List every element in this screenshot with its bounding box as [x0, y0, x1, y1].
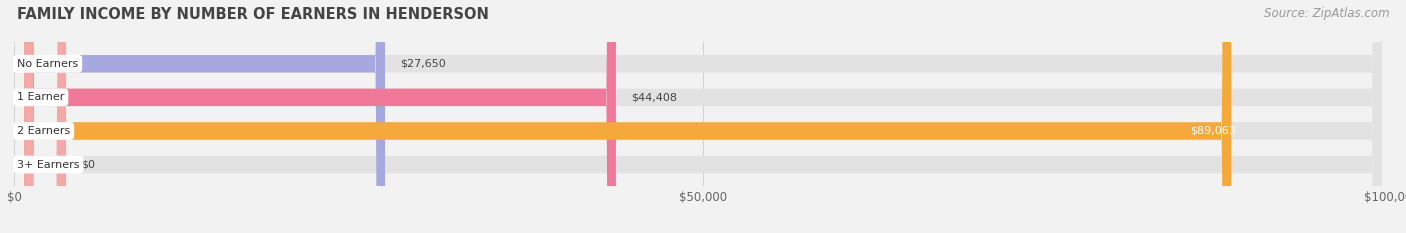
FancyBboxPatch shape — [24, 0, 616, 233]
FancyBboxPatch shape — [24, 0, 66, 233]
FancyBboxPatch shape — [24, 0, 1232, 233]
Text: $89,063: $89,063 — [1191, 126, 1236, 136]
Text: 2 Earners: 2 Earners — [17, 126, 70, 136]
Text: $27,650: $27,650 — [401, 59, 446, 69]
FancyBboxPatch shape — [24, 0, 1382, 233]
Text: $0: $0 — [82, 160, 96, 170]
FancyBboxPatch shape — [24, 0, 385, 233]
Text: FAMILY INCOME BY NUMBER OF EARNERS IN HENDERSON: FAMILY INCOME BY NUMBER OF EARNERS IN HE… — [17, 7, 489, 22]
Text: 3+ Earners: 3+ Earners — [17, 160, 80, 170]
Text: $44,408: $44,408 — [631, 92, 676, 102]
FancyBboxPatch shape — [24, 0, 1382, 233]
FancyBboxPatch shape — [24, 0, 1382, 233]
Text: 1 Earner: 1 Earner — [17, 92, 65, 102]
FancyBboxPatch shape — [24, 0, 1382, 233]
Text: No Earners: No Earners — [17, 59, 79, 69]
Text: Source: ZipAtlas.com: Source: ZipAtlas.com — [1264, 7, 1389, 20]
